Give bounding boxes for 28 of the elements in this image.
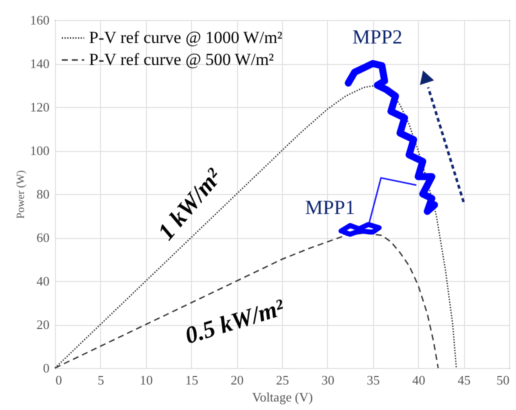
annotation: MPP2 bbox=[352, 26, 402, 48]
y-tick-label: 160 bbox=[30, 12, 50, 28]
y-tick-label: 20 bbox=[36, 317, 50, 332]
annotation: 0.5 kW/m² bbox=[182, 294, 288, 350]
x-tick-label: 30 bbox=[321, 372, 334, 388]
x-tick-label: 25 bbox=[276, 372, 289, 388]
x-tick-label: 20 bbox=[230, 372, 244, 388]
y-tick-label: 120 bbox=[30, 100, 50, 114]
line-series bbox=[54, 84, 457, 369]
y-tick-label: 80 bbox=[36, 186, 50, 202]
x-tick-label: 15 bbox=[185, 372, 198, 388]
legend-label: P-V ref curve @ 1000 W/m² bbox=[89, 28, 282, 47]
x-tick-label: 45 bbox=[458, 372, 471, 388]
y-axis-title: Power (W) bbox=[15, 170, 27, 219]
annotation: MPP1 bbox=[305, 196, 356, 219]
x-tick-label: 10 bbox=[140, 372, 153, 388]
legend-label: P-V ref curve @ 500 W/m² bbox=[89, 50, 274, 69]
y-tick-label: 60 bbox=[36, 230, 50, 245]
y-tick-label: 40 bbox=[36, 274, 50, 288]
x-axis-title: Voltage (V) bbox=[252, 390, 313, 404]
x-tick-label: 5 bbox=[98, 372, 104, 388]
y-tick-label: 0 bbox=[43, 360, 50, 376]
x-tick-label: 35 bbox=[366, 372, 380, 388]
x-tick-label: 50 bbox=[496, 372, 510, 388]
y-tick-label: 100 bbox=[30, 143, 50, 158]
y-tick-label: 140 bbox=[30, 56, 50, 71]
x-tick-label: 40 bbox=[412, 372, 426, 388]
x-tick-label: 0 bbox=[56, 372, 62, 388]
